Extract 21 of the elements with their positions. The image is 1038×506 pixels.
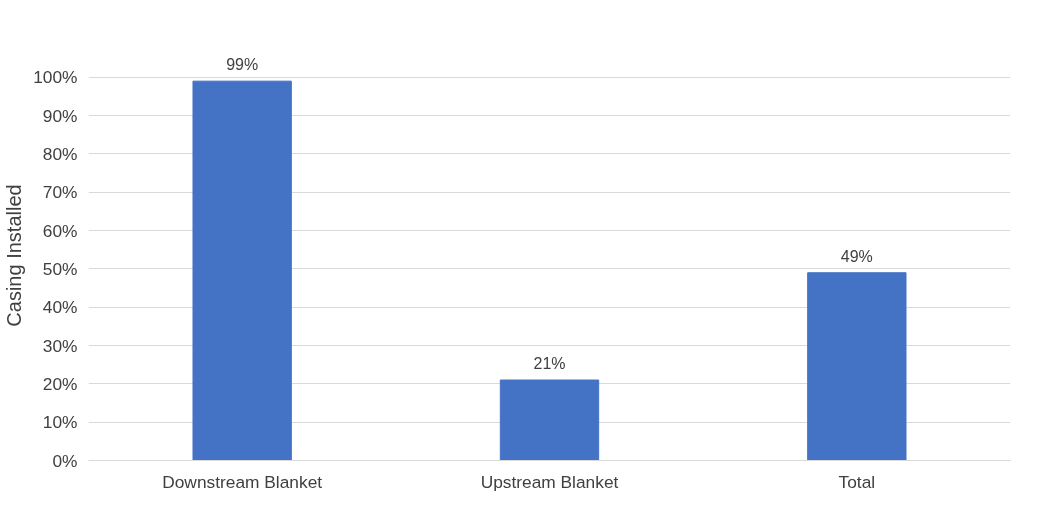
y-tick-label: 0% <box>52 450 78 471</box>
bar <box>807 272 907 461</box>
y-tick-label: 100% <box>33 67 78 88</box>
x-tick-label: Downstream Blanket <box>162 471 323 492</box>
y-tick-label: 30% <box>42 335 78 356</box>
y-tick-label: 20% <box>42 373 78 394</box>
y-axis-title: Casing Installed <box>3 184 26 327</box>
x-tick-label: Upstream Blanket <box>480 471 619 492</box>
y-tick-label: 90% <box>42 105 78 126</box>
x-tick-label: Total <box>838 471 876 492</box>
y-tick-label: 40% <box>42 297 78 318</box>
data-label: 99% <box>226 56 259 74</box>
bar <box>499 379 600 461</box>
y-tick-label: 10% <box>42 412 78 433</box>
y-tick-label: 70% <box>42 182 78 203</box>
bar <box>192 80 292 461</box>
data-label: 21% <box>533 355 566 373</box>
y-tick-label: 80% <box>42 143 78 164</box>
y-tick-label: 60% <box>42 220 78 241</box>
data-label: 49% <box>840 247 873 265</box>
y-tick-label: 50% <box>42 258 78 279</box>
